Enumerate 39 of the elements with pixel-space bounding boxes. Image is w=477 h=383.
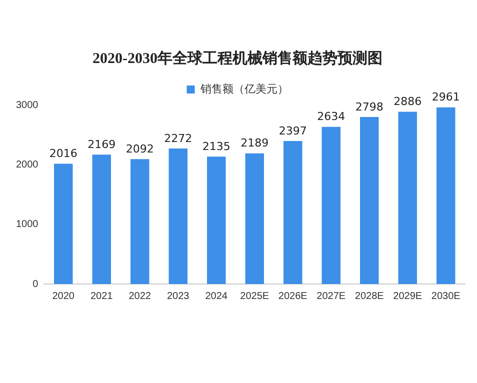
data-label: 2169	[88, 138, 116, 151]
x-tick-label: 2022	[128, 290, 152, 302]
x-tick-label: 2024	[205, 290, 228, 302]
data-label: 2886	[394, 95, 422, 108]
chart-title: 2020-2030年全球工程机械销售额趋势预测图	[92, 48, 382, 67]
data-label: 2397	[278, 124, 307, 138]
y-tick-label: 3000	[16, 100, 39, 111]
data-label: 2189	[240, 136, 269, 150]
x-tick-label: 2021	[90, 290, 114, 302]
x-tick-label: 2023	[166, 290, 190, 302]
data-label: 2272	[164, 132, 192, 145]
data-label: 2634	[317, 110, 346, 124]
bar	[398, 112, 417, 284]
data-label: 2961	[432, 90, 460, 104]
bar	[207, 156, 226, 284]
bar	[360, 117, 379, 284]
x-tick-label: 2028E	[354, 290, 384, 302]
bar	[130, 159, 150, 284]
x-tick-label: 2026E	[278, 290, 308, 302]
x-tick-label: 2025E	[240, 290, 270, 302]
x-tick-label: 2030E	[431, 290, 461, 302]
bar	[92, 154, 111, 284]
data-label: 2135	[202, 140, 230, 153]
data-label: 2798	[355, 100, 384, 114]
bar	[284, 140, 302, 284]
bar	[436, 107, 456, 284]
legend-label: 销售额（亿美元）	[199, 82, 288, 96]
bar	[168, 148, 188, 284]
data-label: 2092	[126, 142, 154, 156]
y-tick-label: 0	[32, 278, 39, 290]
x-tick-label: 2029E	[393, 290, 422, 302]
data-label: 2016	[49, 147, 78, 160]
x-tick-label: 2020	[52, 290, 75, 302]
bar	[322, 126, 340, 284]
y-tick-label: 2000	[16, 159, 39, 170]
bar	[245, 153, 264, 284]
bar	[54, 164, 73, 284]
y-tick-label: 1000	[16, 219, 39, 230]
x-tick-label: 2027E	[316, 290, 346, 302]
